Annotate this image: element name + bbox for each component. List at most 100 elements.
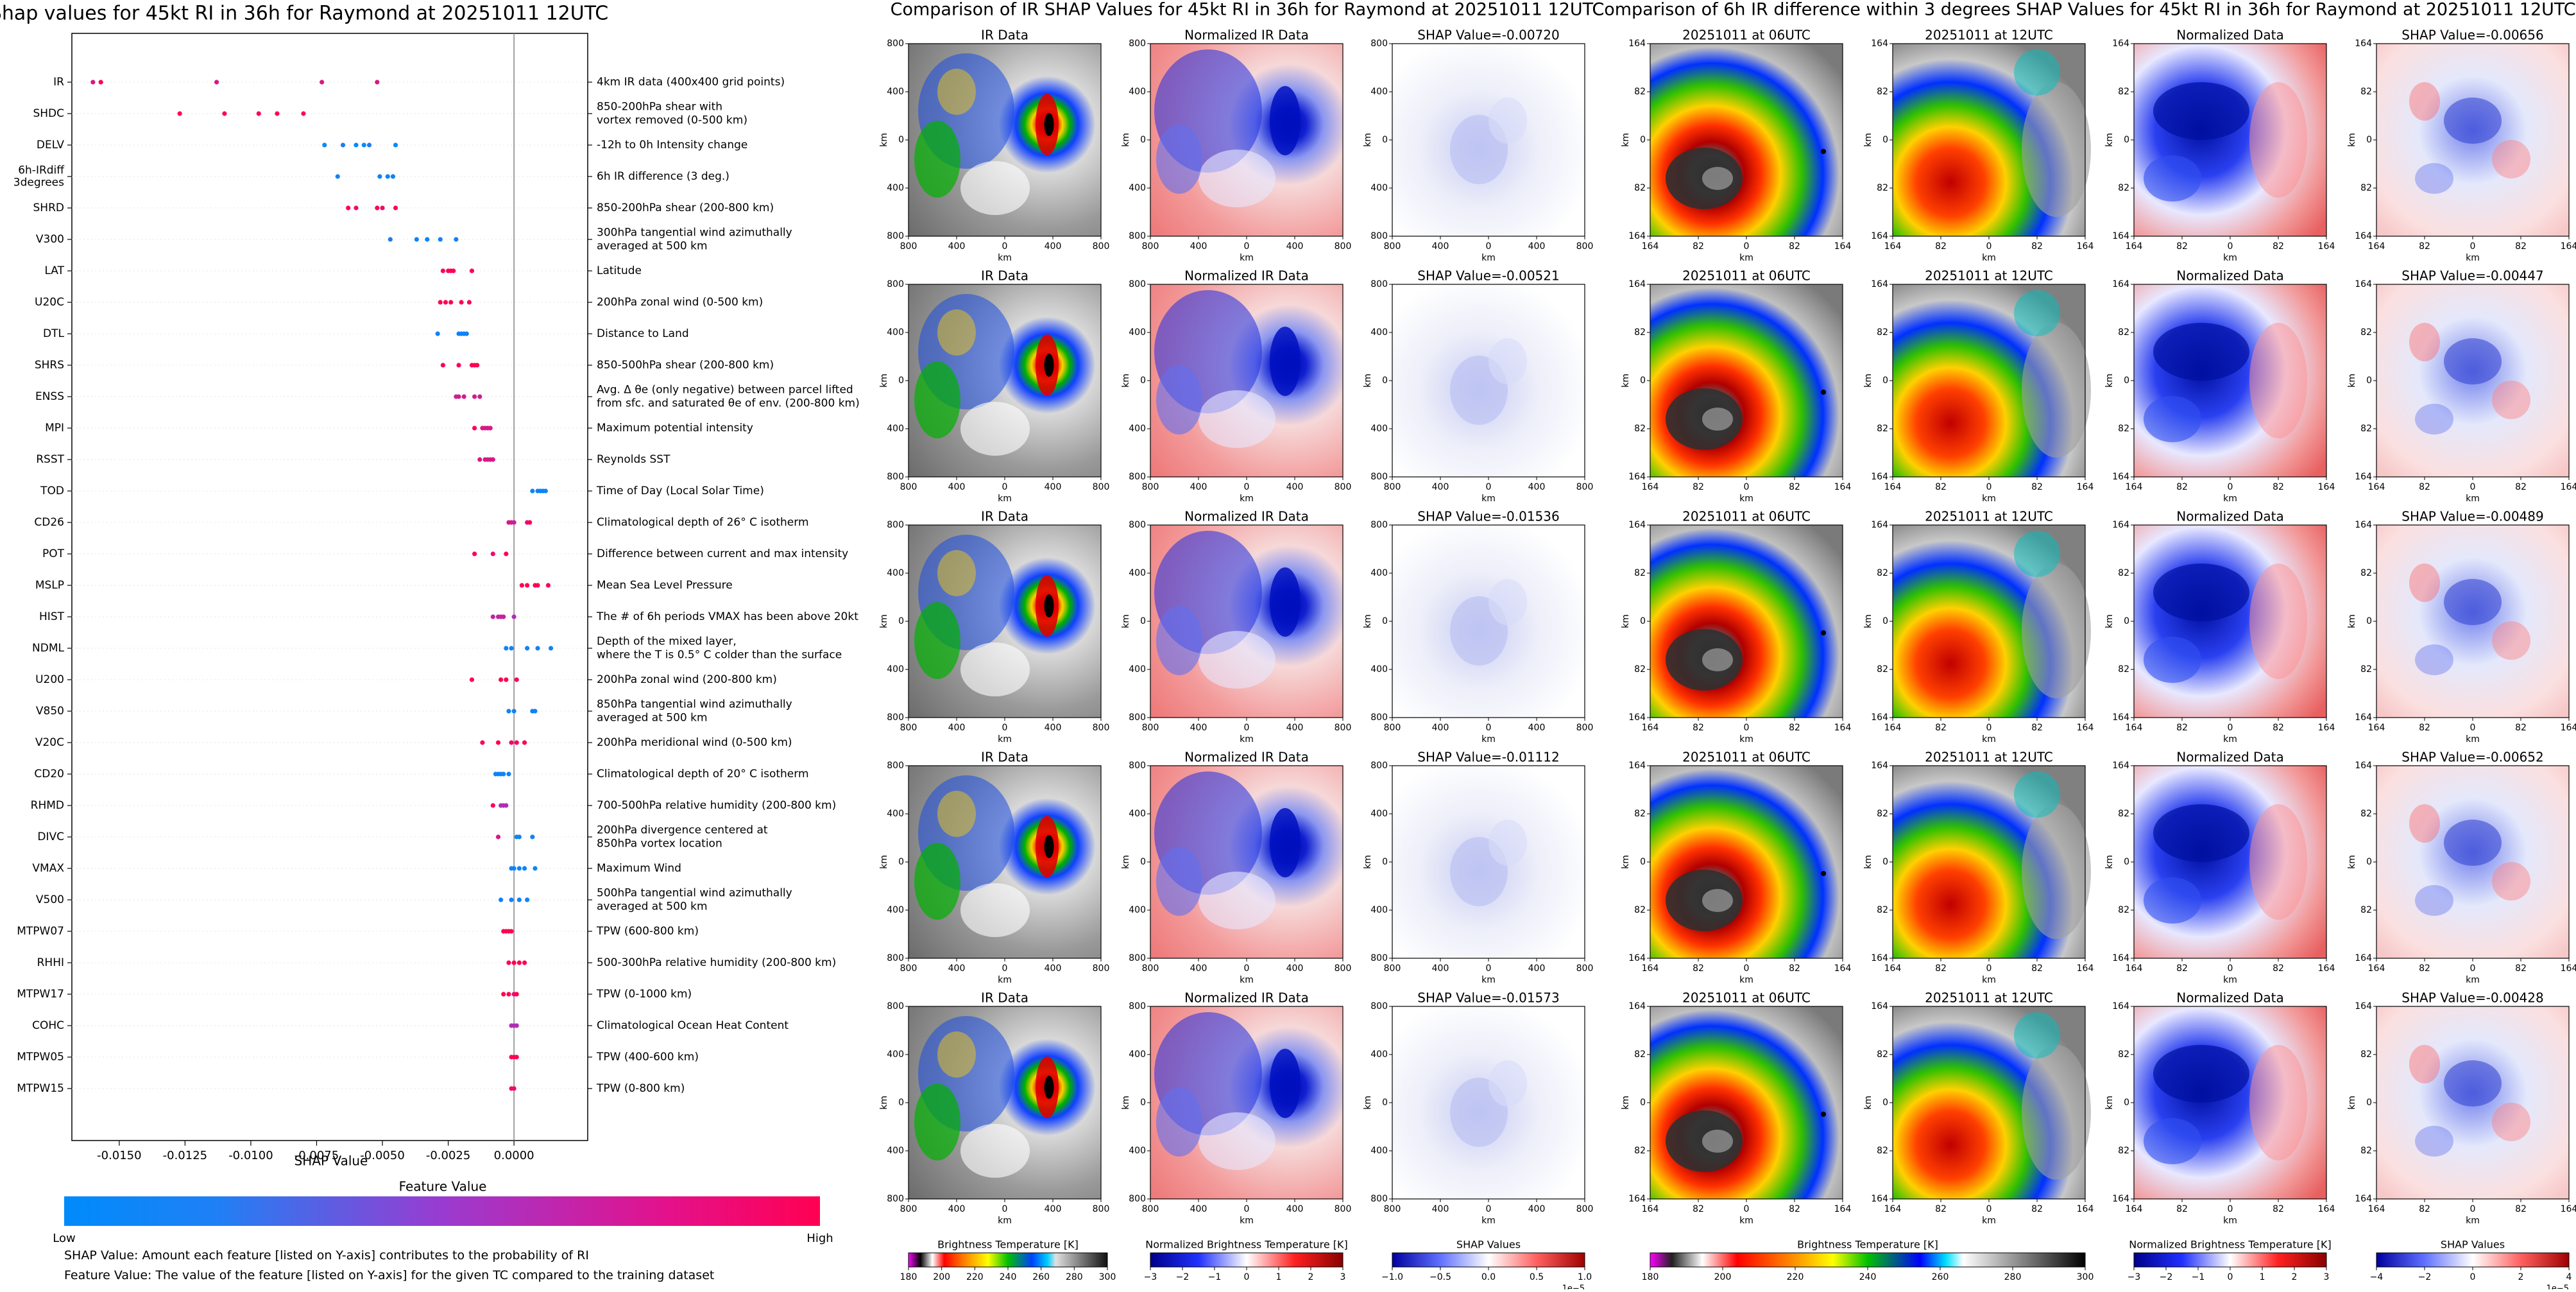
shap-point	[527, 520, 533, 525]
feature-name-label: ENSS	[35, 390, 64, 403]
panel-x-tick-label: 164	[2368, 723, 2385, 733]
panel-y-tick-label: 164	[1871, 712, 1888, 723]
panel-y-axis-label: km	[2104, 614, 2115, 628]
panel-x-tick-label: 164	[2318, 1204, 2335, 1214]
feature-description-label-line: averaged at 500 km	[597, 900, 708, 913]
panel-x-tick-label: 800	[1142, 723, 1159, 733]
panel-x-tick-label: 164	[2077, 482, 2094, 492]
x-axis-label: SHAP Value	[294, 1153, 368, 1169]
panel-y-tick-label: 800	[887, 761, 904, 771]
panel-y-tick-label: 82	[2360, 664, 2372, 675]
heatmap-texture	[2022, 323, 2091, 458]
irdiff-brightness-colorbar-label: Brightness Temperature [K]	[1797, 1239, 1938, 1251]
shap-point	[490, 803, 495, 808]
panel-y-tick-label: 164	[2355, 761, 2372, 771]
panel-y-tick-label: 82	[2118, 664, 2129, 675]
panel-x-tick-label: 82	[2515, 723, 2527, 733]
panel-y-tick-label: 0	[1382, 135, 1388, 145]
panel-y-axis-label: km	[879, 374, 889, 388]
panel-y-tick-label: 82	[2360, 1146, 2372, 1156]
panel-y-tick-label: 0	[898, 1098, 904, 1108]
panel-y-tick-label: 164	[2112, 761, 2129, 771]
panel-y-tick-label: 800	[887, 472, 904, 482]
panel-x-axis-label: km	[1739, 253, 1753, 263]
panel-x-axis-label: km	[1481, 734, 1496, 745]
panel-title: 20251011 at 12UTC	[1925, 750, 2053, 765]
irdiff-shap-colorbar-tick-label: 0	[2470, 1272, 2476, 1282]
panel-y-axis-label: km	[1621, 855, 1631, 869]
normalized-ir-panel: 80080040040000400400800800kmkmNormalized…	[1121, 268, 1351, 504]
panel-title: SHAP Value=-0.00428	[2401, 990, 2543, 1006]
panel-x-tick-label: 800	[1093, 723, 1110, 733]
shap-point	[375, 80, 380, 85]
feature-description-label: Mean Sea Level Pressure	[597, 579, 733, 592]
panel-y-tick-label: 0	[898, 135, 904, 145]
panel-x-tick-label: 0	[1986, 482, 1992, 492]
panel-x-tick-label: 800	[1384, 1204, 1401, 1214]
panel-x-tick-label: 164	[1834, 1204, 1852, 1214]
panel-x-tick-label: 82	[2419, 482, 2430, 492]
shap-point	[511, 520, 516, 525]
panel-y-tick-label: 82	[1634, 87, 1646, 97]
panel-y-tick-label: 82	[2360, 327, 2372, 338]
irdiff-shap-colorbar-tick-label: 4	[2566, 1272, 2572, 1282]
panel-y-tick-label: 400	[1370, 87, 1388, 97]
shap-point	[535, 646, 540, 651]
heatmap-texture	[2153, 82, 2249, 140]
shap-point	[516, 897, 522, 902]
panel-y-tick-label: 800	[887, 39, 904, 49]
feature-name-label: MTPW15	[17, 1082, 64, 1095]
panel-x-tick-label: 800	[1384, 723, 1401, 733]
panel-y-tick-label: 164	[2112, 953, 2129, 963]
heatmap-texture	[2409, 564, 2440, 602]
heatmap-texture	[1044, 835, 1054, 858]
feature-name-label: HIST	[39, 610, 65, 623]
ir-normalized-colorbar-tick-label: 2	[1308, 1272, 1314, 1282]
panel-x-tick-label: 800	[1335, 482, 1352, 492]
panel-y-tick-label: 0	[1882, 1098, 1888, 1108]
heatmap-texture	[960, 161, 1030, 215]
shap-point	[490, 551, 495, 556]
feature-name-label: TOD	[40, 485, 64, 497]
ir-normalized-colorbar-tick-label: 3	[1340, 1272, 1346, 1282]
heatmap-texture	[2444, 579, 2502, 625]
panel-x-tick-label: 82	[1693, 963, 1704, 974]
irdiff-shap-colorbar-label: SHAP Values	[2441, 1239, 2505, 1251]
panel-x-tick-label: 82	[2031, 241, 2043, 252]
panel-x-tick-label: 0	[1002, 963, 1008, 974]
panel-x-tick-label: 82	[2176, 241, 2188, 252]
feature-description-label: 200hPa meridional wind (0-500 km)	[597, 736, 792, 749]
panel-x-tick-label: 400	[1432, 963, 1449, 974]
panel-y-axis-label: km	[1363, 133, 1373, 147]
shap-point	[504, 677, 509, 682]
irdiff-normalized-colorbar-tick-label: 3	[2324, 1272, 2330, 1282]
heatmap-texture	[1488, 820, 1527, 866]
panel-y-tick-label: 0	[2124, 375, 2129, 386]
panel-x-tick-label: 82	[2515, 482, 2527, 492]
feature-description-label: 6h IR difference (3 deg.)	[597, 170, 729, 183]
panel-y-axis-label: km	[1863, 374, 1873, 388]
ir-brightness-colorbar-tick-label: 260	[1032, 1272, 1050, 1282]
panel-x-tick-label: 82	[2031, 963, 2043, 974]
shap-point	[548, 646, 554, 651]
panel-x-tick-label: 800	[900, 1204, 917, 1214]
panel-x-tick-label: 82	[2273, 723, 2284, 733]
panel-x-tick-label: 82	[2176, 482, 2188, 492]
panel-y-axis-label: km	[1621, 614, 1631, 628]
heatmap-texture	[2415, 163, 2453, 194]
panel-y-tick-label: 164	[2112, 39, 2129, 49]
panel-y-tick-label: 82	[1634, 1049, 1646, 1060]
feature-name-label: CD20	[34, 768, 64, 780]
panel-title: 20251011 at 06UTC	[1682, 268, 1811, 284]
panel-title: IR Data	[981, 268, 1028, 284]
irdiff-normalized-colorbar-tick-label: 0	[2228, 1272, 2233, 1282]
panel-y-tick-label: 164	[2112, 1001, 2129, 1012]
panel-x-tick-label: 400	[1045, 723, 1062, 733]
feature-description-label: TPW (0-800 km)	[596, 1082, 685, 1095]
feature-description-label: 850-200hPa shear (200-800 km)	[597, 202, 774, 214]
heatmap-texture	[2153, 323, 2249, 381]
shap-point	[533, 709, 538, 714]
panel-x-tick-label: 400	[1432, 241, 1449, 252]
